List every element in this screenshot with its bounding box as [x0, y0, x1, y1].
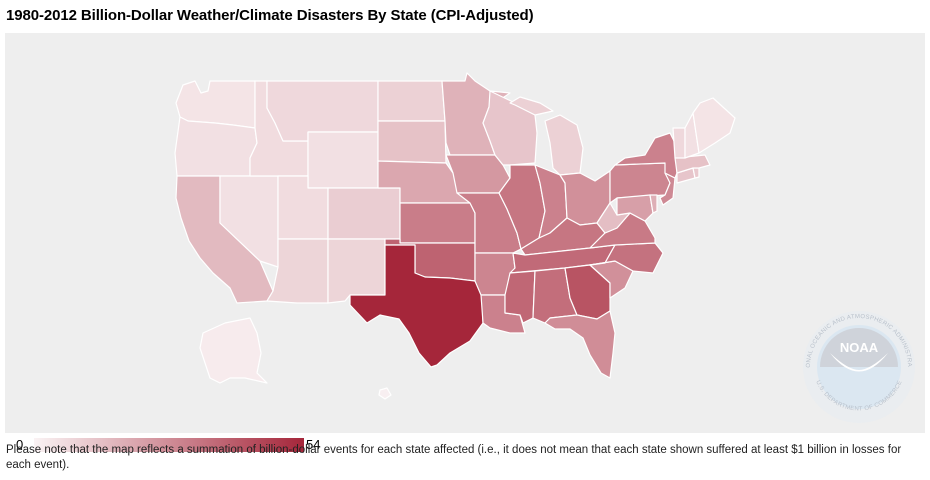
color-legend: 0 54 — [10, 435, 320, 455]
state-ME[interactable] — [692, 97, 736, 154]
legend-max-label: 54 — [306, 437, 321, 452]
map-panel: 0 54 — [5, 33, 925, 452]
state-MI[interactable] — [544, 114, 584, 176]
state-FL[interactable] — [544, 310, 616, 379]
state-KS[interactable] — [399, 202, 476, 244]
state-WY[interactable] — [307, 131, 379, 189]
state-ND[interactable] — [377, 80, 446, 122]
state-VT[interactable] — [672, 127, 686, 159]
state-MA[interactable] — [674, 154, 711, 174]
state-HI[interactable] — [378, 387, 392, 400]
state-NM[interactable] — [327, 238, 386, 304]
noaa-seal-logo: NOAA NATIONAL OCEANIC AND ATMOSPHERIC AD… — [800, 308, 915, 423]
map-footnote: Please note that the map reflects a summ… — [6, 444, 902, 471]
state-TX[interactable] — [349, 244, 484, 368]
legend-gradient-bar — [34, 438, 304, 452]
seal-center-text: NOAA — [840, 340, 879, 355]
state-AK[interactable] — [199, 317, 268, 384]
state-NJ[interactable] — [659, 172, 676, 206]
us-choropleth-map — [174, 72, 736, 400]
state-SD[interactable] — [377, 120, 447, 164]
state-DE[interactable] — [649, 194, 658, 214]
map-title: 1980-2012 Billion-Dollar Weather/Climate… — [6, 7, 534, 24]
state-CO[interactable] — [327, 187, 401, 240]
legend-min-label: 0 — [16, 437, 24, 452]
state-MIU[interactable] — [509, 96, 554, 116]
